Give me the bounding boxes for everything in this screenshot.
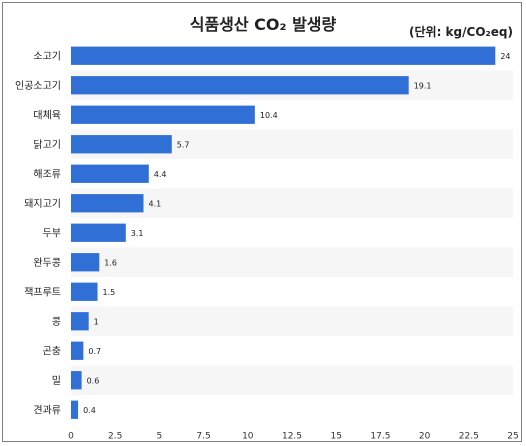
x-tick-label: 7.5 [196,432,210,442]
value-label: 10.4 [260,111,278,120]
category-label: 콩 [52,316,61,328]
x-tick-label: 22.5 [459,432,479,442]
bar [71,194,144,213]
bar [71,46,496,65]
category-label: 닭고기 [33,139,61,151]
x-tick-label: 25 [507,432,518,442]
category-label: 견과류 [33,404,61,416]
row-band [71,306,513,336]
category-label: 곤충 [43,345,61,357]
x-tick-label: 17.5 [370,432,390,442]
value-label: 0.7 [88,347,101,356]
x-tick-label: 12.5 [282,432,302,442]
value-label: 0.6 [87,376,100,385]
value-label: 1.5 [103,288,116,297]
value-label: 3.1 [131,229,144,238]
category-label: 밀 [52,375,61,387]
bar [71,105,255,124]
category-label: 해조류 [33,167,61,180]
bar [71,253,100,272]
category-label: 인공소고기 [15,80,61,92]
bar [71,312,89,331]
bar [71,341,84,360]
value-label: 19.1 [414,81,432,90]
category-label: 소고기 [33,50,61,62]
x-tick-label: 15 [330,432,341,442]
x-tick-label: 5 [157,432,163,442]
x-tick-label: 0 [68,432,74,442]
x-tick-label: 2.5 [108,432,122,442]
value-label: 5.7 [177,140,190,149]
bar [71,135,172,154]
bar [71,164,149,183]
category-label: 완두콩 [33,257,61,269]
bar [71,282,98,301]
category-label: 대체육 [33,109,61,121]
value-label: 0.4 [83,406,96,415]
row-band [71,247,513,277]
bar [71,223,126,242]
bar [71,371,82,390]
value-label: 1 [94,317,99,326]
unit-label: (단위: kg/CO₂eq) [409,25,513,39]
bar [71,76,409,95]
value-label: 1.6 [104,258,117,267]
category-label: 돼지고기 [24,198,61,210]
chart-frame: 식품생산 CO₂ 발생량 (단위: kg/CO₂eq) 소고기 24 인공소고기 19… [2,2,522,442]
row-band [71,365,513,395]
value-label: 24 [500,52,510,61]
row-band [71,188,513,218]
category-label: 잭프루트 [24,286,61,298]
category-label: 두부 [43,228,61,239]
value-label: 4.4 [154,170,167,179]
value-label: 4.1 [148,199,161,208]
bar [71,400,79,419]
chart-title: 식품생산 CO₂ 발생량 [189,15,337,34]
x-tick-label: 10 [242,432,254,442]
x-tick-label: 20 [419,432,431,442]
